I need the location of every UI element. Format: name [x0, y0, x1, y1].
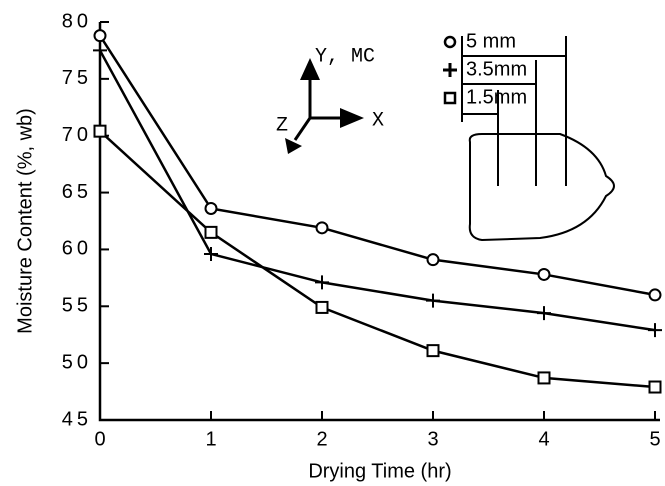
y-tick-label: 50	[62, 351, 92, 373]
x-tick-label: 5	[649, 428, 660, 450]
legend-label: 5 mm	[466, 30, 516, 52]
marker	[315, 300, 329, 314]
marker	[537, 371, 551, 385]
legend-marker	[443, 35, 457, 49]
axis-diagram	[285, 58, 364, 154]
kernel-diagram	[461, 36, 615, 242]
y-tick-label: 60	[62, 238, 92, 260]
legend-label: 3.5mm	[466, 58, 527, 80]
x-tick-label: 0	[94, 428, 105, 450]
x-tick-label: 3	[427, 428, 438, 450]
marker	[537, 306, 551, 321]
marker	[648, 323, 662, 338]
marker	[93, 29, 107, 43]
annotation: X	[372, 109, 384, 132]
y-tick-label: 70	[62, 124, 92, 146]
x-tick-label: 1	[205, 428, 216, 450]
marker	[537, 267, 551, 281]
marker	[315, 275, 329, 290]
marker	[648, 288, 662, 302]
y-tick-label: 75	[62, 67, 92, 89]
annotation: Z	[276, 114, 288, 137]
y-axis-label: Moisture Content (%, wb)	[14, 108, 36, 334]
y-tick-label: 45	[62, 408, 92, 430]
series-line	[98, 49, 656, 332]
marker	[204, 201, 218, 215]
series-line	[99, 130, 656, 389]
y-tick-label: 80	[62, 10, 92, 32]
marker	[93, 124, 107, 138]
legend-marker	[443, 91, 457, 105]
marker	[315, 221, 329, 235]
marker	[426, 293, 440, 308]
x-tick-label: 4	[538, 428, 549, 450]
x-tick-label: 2	[316, 428, 327, 450]
annotation: Y, MC	[315, 45, 375, 68]
marker	[648, 380, 662, 394]
marker	[204, 225, 218, 239]
marker	[93, 43, 107, 58]
marker	[426, 344, 440, 358]
legend-marker	[443, 63, 457, 77]
marker	[426, 253, 440, 267]
y-tick-label: 65	[62, 181, 92, 203]
marker	[204, 246, 218, 261]
series-line	[98, 34, 656, 297]
legend-label: 1.5mm	[466, 86, 527, 108]
x-axis-label: Drying Time (hr)	[308, 460, 451, 482]
y-tick-label: 55	[62, 295, 92, 317]
axis-frame	[98, 22, 660, 422]
